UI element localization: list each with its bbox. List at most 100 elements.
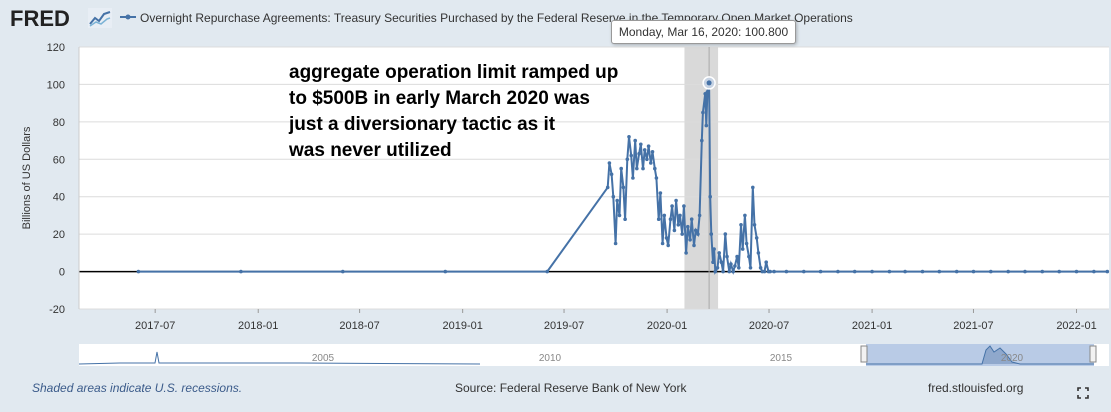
data-point — [744, 241, 749, 246]
data-point — [239, 269, 243, 274]
data-point — [664, 236, 669, 240]
data-point — [713, 269, 718, 274]
y-tick-label: 40 — [53, 192, 65, 204]
data-point — [637, 151, 641, 156]
data-point — [623, 217, 627, 221]
y-tick-label: 120 — [47, 42, 65, 54]
data-point — [772, 269, 776, 274]
data-point — [712, 247, 716, 251]
data-point — [705, 90, 710, 94]
data-point — [607, 161, 612, 165]
data-point — [645, 157, 649, 162]
data-point — [639, 142, 643, 147]
navigator-year-label: 2015 — [770, 353, 793, 364]
fred-logo-chart-icon — [88, 8, 112, 28]
data-point — [676, 223, 681, 227]
data-point — [1105, 269, 1110, 274]
data-point — [709, 232, 714, 236]
data-point — [693, 228, 698, 233]
annotation-line: aggregate operation limit ramped up — [289, 62, 619, 83]
data-point — [629, 153, 633, 158]
source-text: Source: Federal Reserve Bank of New York — [455, 381, 687, 395]
data-point — [725, 254, 729, 259]
data-point — [642, 148, 647, 152]
tooltip-value: 100.800 — [744, 25, 789, 39]
data-point — [613, 241, 618, 246]
x-tick-label: 2017-07 — [135, 320, 175, 332]
data-point — [688, 238, 692, 242]
annotation-line: was never utilized — [289, 140, 452, 161]
navigator-year-label: 2010 — [539, 353, 562, 364]
navigator-handle-left[interactable] — [860, 345, 868, 363]
navigator-selection[interactable] — [866, 344, 1094, 366]
data-point — [903, 269, 907, 274]
data-point — [692, 243, 696, 248]
data-point — [611, 194, 616, 199]
data-point — [754, 236, 759, 240]
fred-logo[interactable]: FRED — [10, 6, 70, 31]
data-point — [680, 232, 684, 236]
data-point — [656, 217, 661, 221]
data-point — [735, 254, 739, 259]
data-point — [1023, 269, 1027, 274]
data-point — [668, 217, 673, 221]
data-point — [617, 213, 622, 218]
fred-url-link[interactable]: fred.stlouisfed.org — [928, 381, 1024, 395]
x-tick-label: 2019-07 — [544, 320, 584, 332]
hover-point — [706, 80, 712, 86]
data-point — [701, 110, 705, 115]
navigator-handle-right[interactable] — [1089, 345, 1097, 363]
data-point — [619, 166, 623, 171]
data-point — [670, 204, 674, 208]
data-point — [723, 232, 728, 236]
data-point — [708, 194, 712, 199]
x-tick-label: 2019-01 — [442, 320, 482, 332]
data-point — [682, 204, 686, 208]
data-point — [727, 269, 732, 274]
data-point — [721, 269, 725, 274]
data-point — [751, 185, 755, 190]
data-point — [633, 138, 637, 143]
recession-note: Shaded areas indicate U.S. recessions. — [32, 381, 243, 395]
data-point — [650, 150, 655, 154]
y-tick-label: 100 — [47, 79, 65, 91]
data-point — [136, 269, 141, 274]
data-point — [989, 269, 993, 274]
navigator-background — [79, 344, 1109, 366]
data-point — [649, 161, 653, 165]
data-tooltip: Monday, Mar 16, 2020: 100.800 — [611, 20, 796, 44]
data-point — [658, 191, 663, 195]
data-point — [743, 213, 747, 218]
data-point — [666, 243, 670, 248]
navigator-recent-area — [866, 345, 1094, 365]
data-point — [653, 166, 657, 171]
data-point — [764, 260, 768, 264]
data-point — [1074, 269, 1079, 274]
data-point — [752, 223, 757, 227]
navigator-year-label: 2005 — [312, 353, 335, 364]
x-tick-label: 2021-01 — [852, 320, 892, 332]
data-point — [852, 269, 857, 274]
y-tick-label: 20 — [53, 229, 65, 241]
range-navigator[interactable]: 2005 2010 2015 2020 — [0, 340, 1111, 368]
data-point — [1006, 269, 1010, 274]
data-point — [737, 266, 741, 270]
data-point — [646, 144, 651, 148]
data-point — [674, 198, 678, 203]
data-point — [662, 213, 667, 218]
x-tick-label: 2018-01 — [238, 320, 278, 332]
y-tick-label: 80 — [53, 117, 65, 129]
data-point — [729, 262, 733, 266]
navigator-year-label: 2020 — [1001, 353, 1024, 364]
data-point — [1092, 269, 1096, 274]
annotation-line: to $500B in early March 2020 was — [289, 88, 590, 109]
y-axis-label: Billions of US Dollars — [21, 126, 33, 229]
data-point — [836, 269, 840, 274]
data-point — [697, 213, 702, 218]
data-point — [627, 135, 631, 139]
data-point — [731, 269, 735, 274]
y-tick-label: 0 — [59, 267, 65, 279]
data-point — [545, 269, 549, 274]
data-point — [954, 269, 959, 274]
fullscreen-icon[interactable] — [1077, 387, 1089, 399]
